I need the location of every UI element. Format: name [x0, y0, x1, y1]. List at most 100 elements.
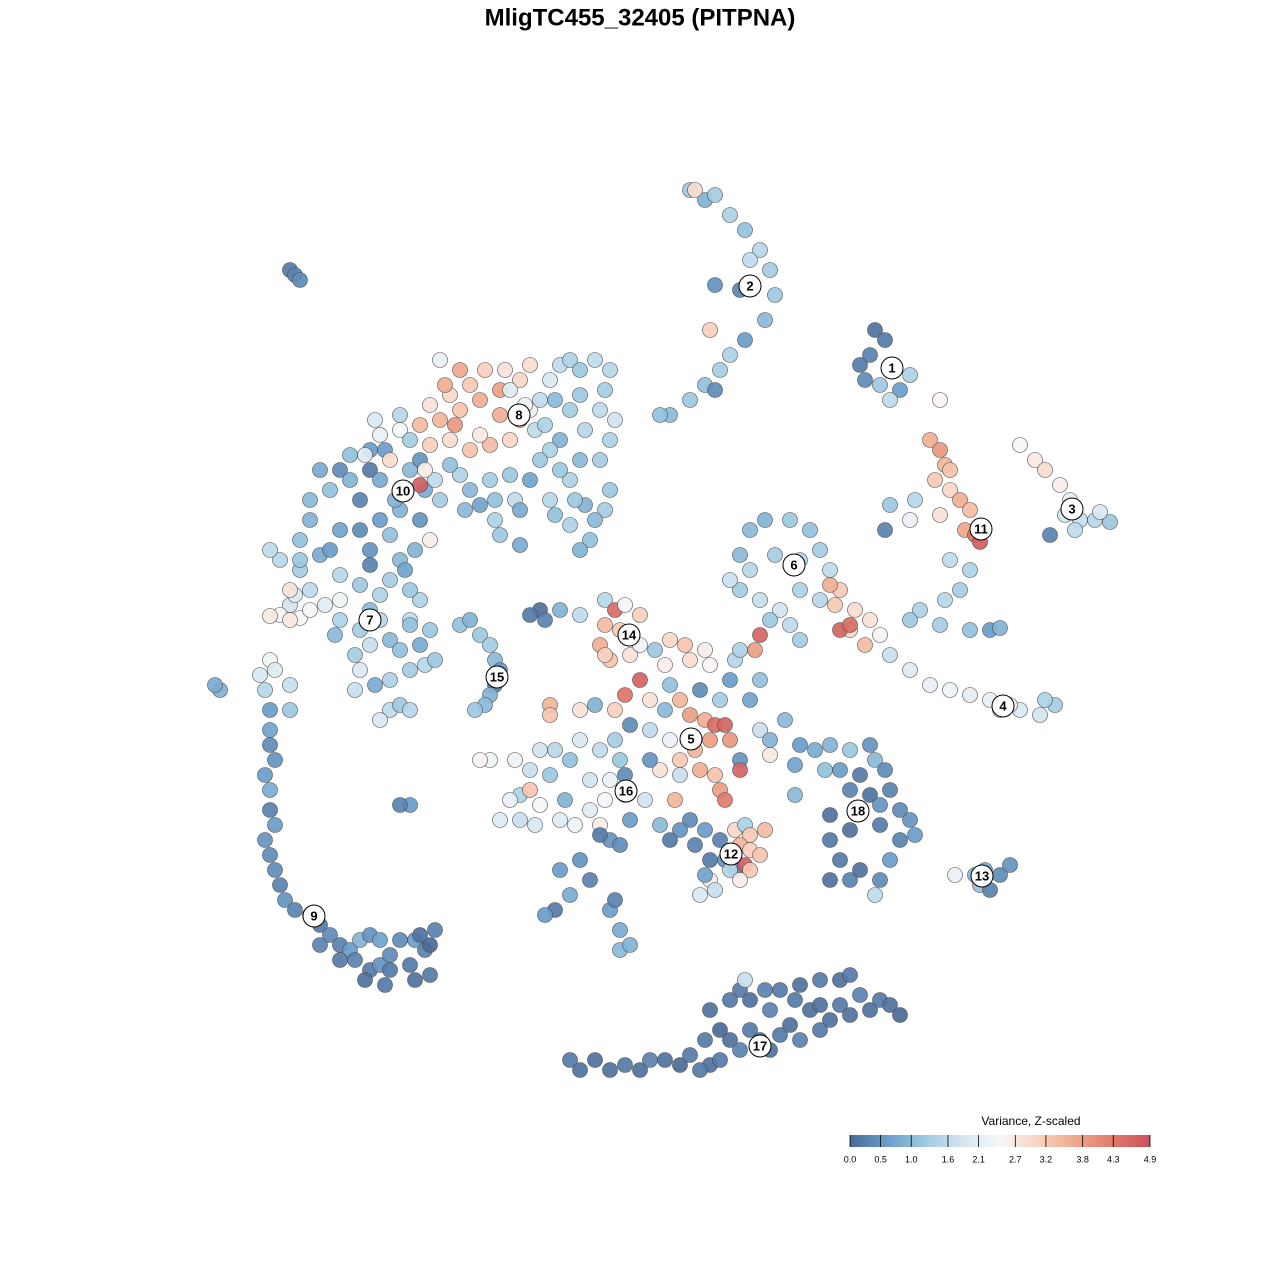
point [1037, 692, 1053, 708]
point [842, 742, 858, 758]
point [622, 717, 638, 733]
point [512, 812, 528, 828]
point [522, 607, 538, 623]
point [492, 407, 508, 423]
point [427, 652, 443, 668]
point [732, 762, 748, 778]
point [722, 207, 738, 223]
point [262, 802, 278, 818]
point [927, 472, 943, 488]
point [542, 372, 558, 388]
point [617, 1057, 633, 1073]
cluster-label: 3 [1068, 501, 1075, 516]
point [732, 872, 748, 888]
point [382, 947, 398, 963]
cluster-label: 8 [515, 407, 522, 422]
point [707, 187, 723, 203]
point [722, 347, 738, 363]
point [672, 822, 688, 838]
point [852, 862, 868, 878]
point [372, 512, 388, 528]
point [602, 432, 618, 448]
point [462, 482, 478, 498]
point [582, 872, 598, 888]
point [842, 782, 858, 798]
point [787, 992, 803, 1008]
point [552, 432, 568, 448]
point [512, 502, 528, 518]
point [932, 442, 948, 458]
point [657, 702, 673, 718]
point [382, 962, 398, 978]
point [882, 997, 898, 1013]
point [662, 732, 678, 748]
point [877, 762, 893, 778]
cluster-label: 4 [999, 698, 1007, 713]
point [907, 827, 923, 843]
point [537, 907, 553, 923]
point [742, 252, 758, 268]
point [477, 362, 493, 378]
point [792, 632, 808, 648]
cluster-label: 2 [746, 278, 753, 293]
point [502, 792, 518, 808]
point [432, 492, 448, 508]
cluster-label: 1 [888, 360, 895, 375]
point [567, 492, 583, 508]
point [952, 492, 968, 508]
point [342, 447, 358, 463]
point [747, 642, 763, 658]
point [762, 612, 778, 628]
colorbar-tick-label: 3.8 [1076, 1154, 1089, 1164]
point [672, 752, 688, 768]
point [532, 452, 548, 468]
point [362, 542, 378, 558]
point [312, 937, 328, 953]
point [422, 967, 438, 983]
point [397, 562, 413, 578]
point [722, 672, 738, 688]
point [862, 787, 878, 803]
cluster-marker [391, 479, 415, 503]
cluster-label: 16 [619, 783, 633, 798]
point [602, 772, 618, 788]
point [572, 1062, 588, 1078]
point [427, 472, 443, 488]
point [372, 427, 388, 443]
point [872, 627, 888, 643]
point [262, 722, 278, 738]
point [312, 462, 328, 478]
point [592, 452, 608, 468]
point [862, 347, 878, 363]
point [252, 667, 268, 683]
point [937, 592, 953, 608]
point [742, 562, 758, 578]
cluster-marker [846, 799, 870, 823]
point [812, 997, 828, 1013]
point [587, 1052, 603, 1068]
point [832, 852, 848, 868]
point [932, 507, 948, 523]
point [667, 792, 683, 808]
point [282, 702, 298, 718]
point [622, 812, 638, 828]
point [562, 402, 578, 418]
point [712, 1022, 728, 1038]
point [652, 762, 668, 778]
point [462, 612, 478, 628]
point [552, 602, 568, 618]
point [882, 782, 898, 798]
point [697, 1032, 713, 1048]
point [262, 608, 278, 624]
point [992, 620, 1008, 636]
point [347, 682, 363, 698]
cluster-label: 7 [366, 612, 373, 627]
point [407, 542, 423, 558]
point [287, 902, 303, 918]
point [792, 582, 808, 598]
point [372, 472, 388, 488]
cluster-marker [991, 694, 1015, 718]
point [742, 522, 758, 538]
point [772, 1027, 788, 1043]
point [642, 752, 658, 768]
